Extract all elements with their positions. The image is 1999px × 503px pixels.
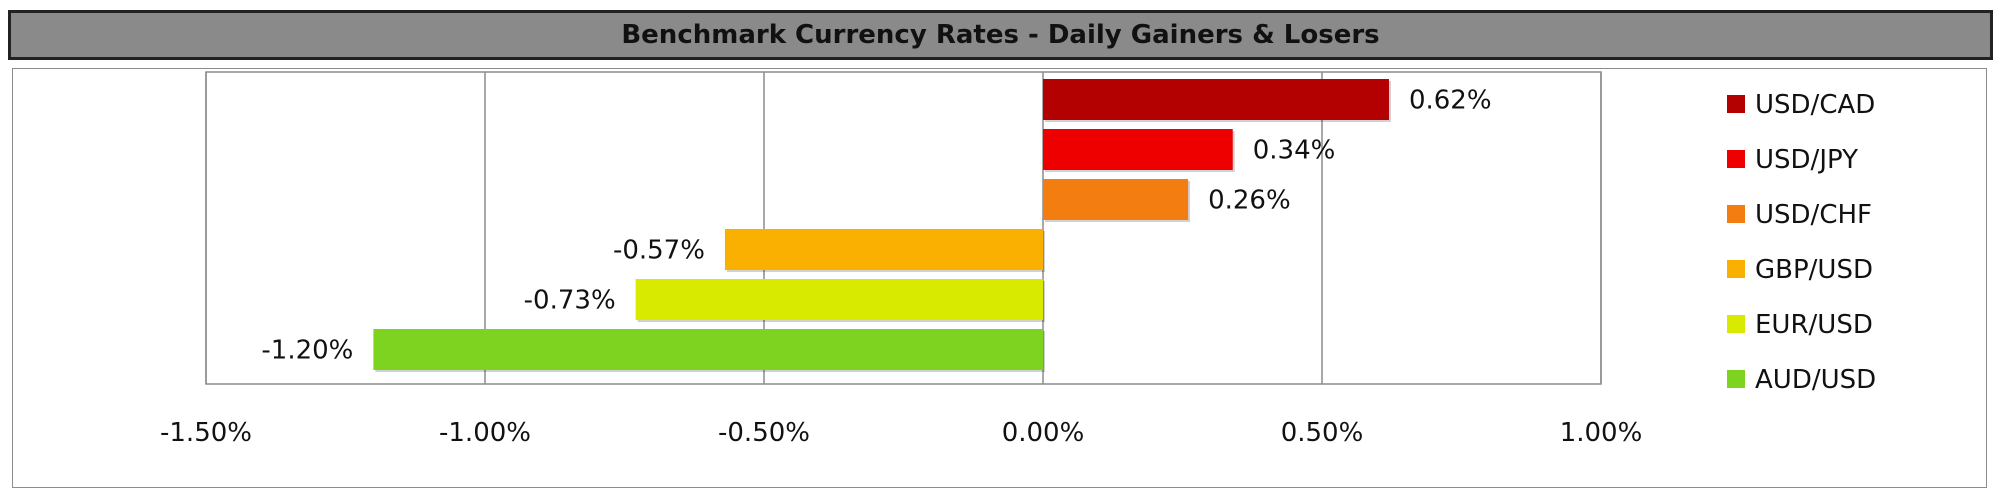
legend-label: USD/JPY — [1755, 145, 1858, 175]
data-label: -0.57% — [613, 236, 705, 266]
legend: USD/CAD USD/JPY USD/CHF GBP/USD EUR/USD AUD/U… — [1727, 90, 1876, 395]
x-tick-label: -1.50% — [160, 418, 252, 448]
legend-swatch — [1727, 205, 1745, 223]
chart-title: Benchmark Currency Rates - Daily Gainers… — [621, 20, 1380, 50]
bar — [373, 329, 1043, 370]
legend-label: EUR/USD — [1755, 310, 1873, 340]
data-label: -1.20% — [261, 336, 353, 366]
x-axis-ticks: -1.50% -1.00% -0.50% 0.00% 0.50% 1.00% — [160, 418, 1642, 448]
x-tick-label: 1.00% — [1560, 418, 1643, 448]
data-label: 0.62% — [1409, 86, 1492, 116]
legend-label: GBP/USD — [1755, 255, 1873, 285]
legend-label: USD/CHF — [1755, 200, 1872, 230]
bar — [1043, 79, 1389, 120]
data-label: 0.34% — [1253, 136, 1336, 166]
legend-swatch — [1727, 370, 1745, 388]
bars — [373, 79, 1391, 372]
data-label: -0.73% — [524, 286, 616, 316]
data-labels: 0.62% 0.34% 0.26% -0.57% -0.73% -1.20% — [261, 86, 1491, 366]
chart-title-bar: Benchmark Currency Rates - Daily Gainers… — [8, 10, 1993, 60]
x-tick-label: 0.50% — [1281, 418, 1364, 448]
bar — [1043, 179, 1189, 220]
x-tick-label: 0.00% — [1002, 418, 1085, 448]
legend-label: USD/CAD — [1755, 90, 1875, 120]
legend-swatch — [1727, 260, 1745, 278]
x-tick-label: -1.00% — [439, 418, 531, 448]
data-label: 0.26% — [1208, 186, 1291, 216]
legend-label: AUD/USD — [1755, 365, 1876, 395]
legend-swatch — [1727, 315, 1745, 333]
bar — [635, 279, 1043, 320]
legend-swatch — [1727, 150, 1745, 168]
legend-swatch — [1727, 95, 1745, 113]
bar — [1043, 129, 1233, 170]
chart-border — [12, 68, 1987, 488]
x-tick-label: -0.50% — [718, 418, 810, 448]
bar — [724, 229, 1043, 270]
